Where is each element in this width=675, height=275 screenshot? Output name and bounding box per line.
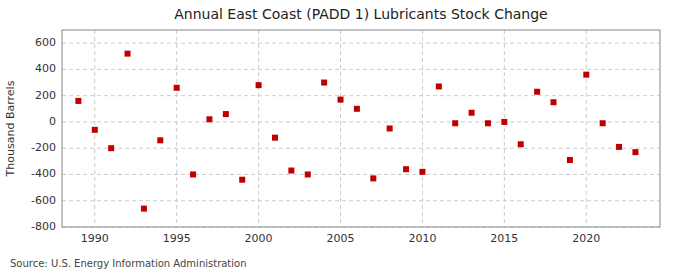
y-grid-line	[62, 95, 660, 96]
point	[632, 149, 638, 155]
point	[583, 72, 589, 78]
title: Annual East Coast (PADD 1) Lubricants St…	[174, 6, 547, 22]
point	[321, 80, 327, 86]
y-grid-line	[62, 69, 660, 70]
y-axis-label: Thousand Barrels	[4, 80, 17, 177]
points	[75, 51, 638, 212]
point	[518, 141, 524, 147]
point	[190, 171, 196, 177]
y-tick-label: -600	[31, 194, 56, 207]
point	[108, 145, 114, 151]
y-tick-label: 600	[35, 36, 56, 49]
x-grid-line	[176, 30, 177, 227]
point	[452, 120, 458, 126]
x-tick-label: 2010	[408, 232, 436, 245]
point	[370, 175, 376, 181]
point	[600, 120, 606, 126]
y-tick-label: 400	[35, 62, 56, 75]
point	[305, 171, 311, 177]
y-tick-label: 0	[49, 115, 56, 128]
point	[92, 127, 98, 133]
point	[125, 51, 131, 57]
x-tick-label: 1990	[81, 232, 109, 245]
point	[157, 137, 163, 143]
chart-container: -800 -600 -400 -200 0 200 400 600 1990 1995 2000 20…	[0, 0, 675, 275]
point	[174, 85, 180, 91]
point	[256, 82, 262, 88]
y-tick-label: 200	[35, 89, 56, 102]
point	[616, 144, 622, 150]
plot-frame	[62, 30, 660, 227]
x-tick-label: 2015	[490, 232, 518, 245]
x-grid-line	[422, 30, 423, 227]
chart: -800 -600 -400 -200 0 200 400 600 1990 1995 2000 20…	[0, 0, 675, 275]
x-tick-label: 2005	[327, 232, 355, 245]
x-grid-line	[258, 30, 259, 227]
x-tick-label: 2020	[572, 232, 600, 245]
y-grid-line	[62, 148, 660, 149]
point	[206, 116, 212, 122]
y-grid-line	[62, 43, 660, 44]
source: Source: U.S. Energy Information Administ…	[10, 258, 247, 269]
point	[141, 206, 147, 212]
y-grid-line	[62, 174, 660, 175]
point	[387, 126, 393, 132]
x-grid-line	[586, 30, 587, 227]
point	[338, 97, 344, 103]
point	[239, 177, 245, 183]
point	[485, 120, 491, 126]
x-grid-line	[340, 30, 341, 227]
point	[567, 157, 573, 163]
y-tick-label: -400	[31, 167, 56, 180]
point	[223, 111, 229, 117]
y-tick-label: -800	[31, 220, 56, 233]
point	[501, 119, 507, 125]
point	[419, 169, 425, 175]
y-tick-label: -200	[31, 141, 56, 154]
point	[288, 168, 294, 174]
x-tick-label: 2000	[245, 232, 273, 245]
point	[436, 83, 442, 89]
point	[403, 166, 409, 172]
point	[534, 89, 540, 95]
y-grid-line	[62, 200, 660, 201]
point	[469, 110, 475, 116]
point	[354, 106, 360, 112]
point	[75, 98, 81, 104]
x-grid-line	[504, 30, 505, 227]
y-grid-line	[62, 121, 660, 122]
point	[551, 99, 557, 105]
point	[272, 135, 278, 141]
x-tick-label: 1995	[163, 232, 191, 245]
tick-labels: -800 -600 -400 -200 0 200 400 600 1990 1995 2000 20…	[31, 36, 600, 245]
grid	[62, 30, 660, 227]
